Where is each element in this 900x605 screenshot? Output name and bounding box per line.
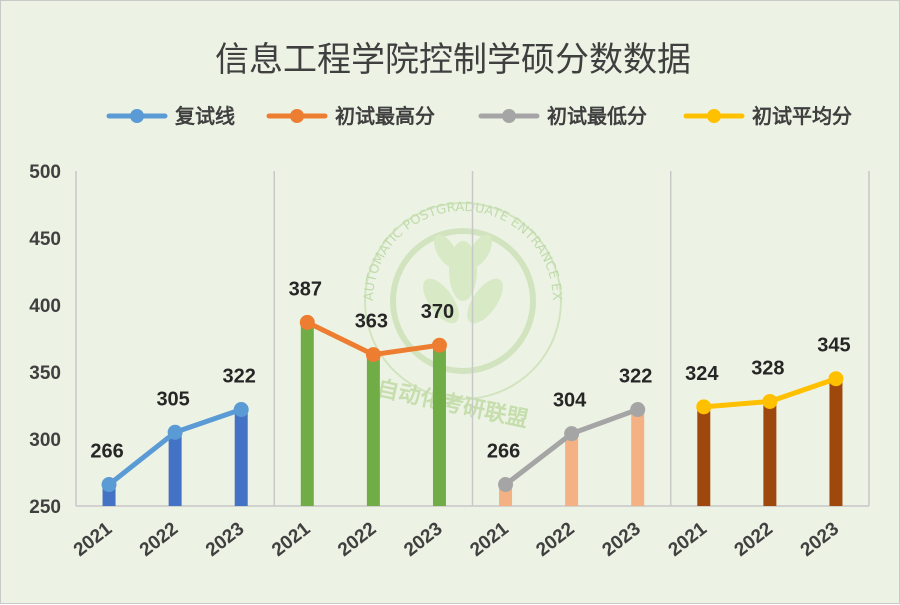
data-label: 387	[289, 278, 322, 300]
data-label: 363	[355, 311, 388, 333]
x-tick-label: 2022	[731, 518, 777, 561]
x-tick-label: 2023	[202, 518, 248, 561]
x-tick-label: 2021	[665, 518, 712, 561]
data-label: 266	[487, 441, 520, 463]
legend-label: 复试线	[174, 104, 235, 128]
bar	[565, 433, 579, 506]
x-tick-label: 2021	[268, 518, 315, 561]
data-label: 322	[619, 366, 652, 388]
data-label: 266	[90, 441, 123, 463]
bar	[829, 378, 843, 506]
legend-item: 初试最低分	[478, 104, 647, 128]
data-point	[299, 314, 315, 330]
data-label: 370	[421, 301, 454, 323]
x-tick-label: 2022	[136, 518, 182, 561]
bar	[763, 401, 777, 506]
x-tick-label: 2021	[466, 518, 513, 561]
x-tick-label: 2021	[70, 518, 117, 561]
data-label: 328	[751, 357, 784, 379]
legend-label: 初试最低分	[547, 104, 647, 128]
data-point	[167, 424, 183, 440]
bar	[168, 432, 182, 506]
y-tick-label: 350	[29, 363, 61, 384]
legend-label: 初试平均分	[752, 104, 852, 128]
axis-lines	[75, 171, 870, 507]
y-tick-label: 500	[29, 162, 61, 183]
data-label: 322	[223, 366, 256, 388]
data-point	[564, 426, 580, 442]
data-point	[762, 393, 778, 409]
x-tick-label: 2022	[532, 518, 578, 561]
x-tick-label: 2022	[334, 518, 380, 561]
bar	[366, 354, 380, 506]
data-point	[233, 402, 249, 418]
data-point	[498, 477, 514, 493]
legend-item: 初试最高分	[266, 104, 435, 128]
data-label: 345	[817, 335, 850, 357]
x-tick-label: 2023	[400, 518, 446, 561]
legend: 复试线 初试最高分 初试最低分 初试平均分	[106, 104, 852, 128]
x-axis: 2021 2022 2023 2021 2022 2023 2021 2022 2023 2021…	[70, 518, 843, 561]
data-point	[828, 371, 844, 387]
y-tick-label: 300	[29, 430, 61, 451]
legend-marker	[130, 109, 144, 123]
x-tick-label: 2023	[797, 518, 843, 561]
plot-area: 266 305 322 387 363 370 266 304 322 324 328 345	[90, 278, 851, 506]
data-label: 324	[685, 363, 719, 385]
bar	[300, 322, 314, 506]
data-point	[431, 337, 447, 353]
x-tick-label: 2023	[599, 518, 645, 561]
chart-title: 信息工程学院控制学硕分数数据	[215, 40, 691, 80]
legend-marker	[290, 109, 304, 123]
legend-item: 初试平均分	[683, 104, 852, 128]
watermark-cn-text: 自动化考研联盟	[374, 375, 530, 432]
bar	[234, 409, 248, 506]
data-label: 305	[156, 388, 189, 410]
legend-marker	[707, 109, 721, 123]
bar	[697, 406, 711, 506]
bar	[432, 345, 446, 506]
data-label: 304	[553, 390, 587, 412]
y-tick-label: 400	[29, 296, 61, 317]
legend-marker	[502, 109, 516, 123]
legend-label: 初试最高分	[335, 104, 435, 128]
legend-item: 复试线	[106, 104, 235, 128]
data-point	[365, 347, 381, 363]
data-point	[696, 399, 712, 415]
y-axis: 500 450 400 350 300 250	[29, 162, 61, 518]
data-point	[630, 402, 646, 418]
y-tick-label: 250	[29, 497, 61, 518]
bar	[631, 409, 645, 506]
data-point	[101, 477, 117, 493]
y-tick-label: 450	[29, 229, 61, 250]
